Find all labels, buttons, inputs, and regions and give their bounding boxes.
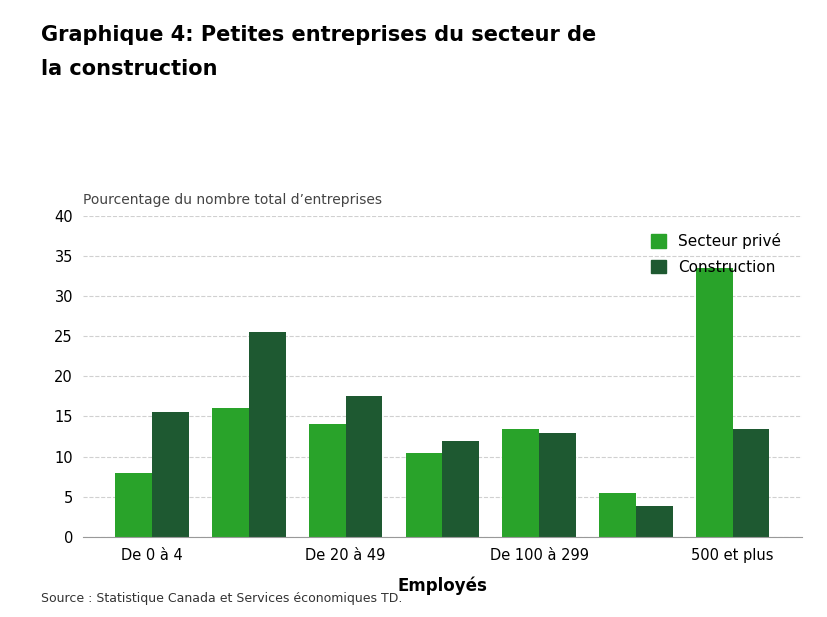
Bar xyxy=(249,332,285,537)
Text: la construction: la construction xyxy=(41,59,218,78)
Text: Graphique 4: Petites entreprises du secteur de: Graphique 4: Petites entreprises du sect… xyxy=(41,25,596,44)
Bar xyxy=(600,492,636,537)
Bar xyxy=(116,473,152,537)
Bar xyxy=(442,441,479,537)
Bar xyxy=(309,424,346,537)
Bar xyxy=(696,268,733,537)
Bar xyxy=(636,507,672,537)
X-axis label: Employés: Employés xyxy=(398,577,487,595)
Legend: Secteur privé, Construction: Secteur privé, Construction xyxy=(644,227,787,281)
Bar xyxy=(539,433,576,537)
Bar xyxy=(406,453,442,537)
Bar xyxy=(503,428,539,537)
Bar xyxy=(733,428,769,537)
Bar xyxy=(152,412,189,537)
Bar xyxy=(213,408,249,537)
Text: Source : Statistique Canada et Services économiques TD.: Source : Statistique Canada et Services … xyxy=(41,592,403,605)
Bar xyxy=(346,397,382,537)
Text: Pourcentage du nombre total d’entreprises: Pourcentage du nombre total d’entreprise… xyxy=(83,193,382,207)
